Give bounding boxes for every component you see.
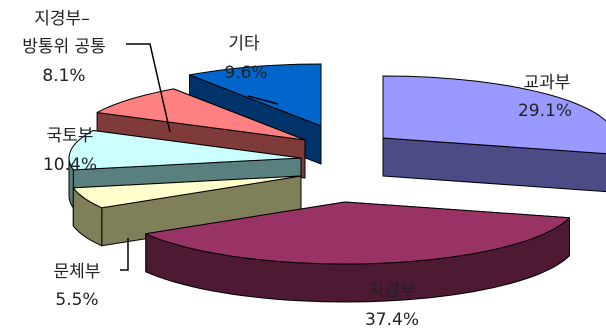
slice-gyogwabu xyxy=(382,75,606,155)
leader-line-jigyeongbu-bangtong xyxy=(126,43,171,133)
slice-gita xyxy=(189,63,322,127)
label-jigyeongbu-bangtong-line1: 지경부– xyxy=(34,9,89,29)
label-gyogwabu: 교과부 xyxy=(524,73,571,93)
value-jigyeongbu-bangtong: 8.1% xyxy=(42,66,85,86)
leader-line-gita xyxy=(247,95,279,105)
slice-labels: 교과부 29.1% 지경부 37.4% 문체부 5.5% 국토부 10.4% 지… xyxy=(22,9,572,330)
label-jigyeongbu-bangtong-line2: 방통위 공통 xyxy=(22,37,106,57)
label-munchebu: 문체부 xyxy=(54,262,101,282)
leader-lines xyxy=(120,43,279,271)
slice-gukthobu xyxy=(68,130,302,171)
label-jigyeongbu: 지경부 xyxy=(369,281,416,301)
slice-jigyeongbu xyxy=(145,201,570,265)
slice-jigyeongbu-bangtong xyxy=(96,88,306,141)
value-gyogwabu: 29.1% xyxy=(518,101,572,121)
value-jigyeongbu: 37.4% xyxy=(365,310,419,330)
pie-slices xyxy=(68,63,606,303)
label-gukthobu: 국토부 xyxy=(47,126,94,146)
value-gita: 9.6% xyxy=(224,63,267,83)
leader-line-munchebu xyxy=(120,238,129,271)
value-munchebu: 5.5% xyxy=(55,290,98,310)
label-gita: 기타 xyxy=(228,34,260,54)
slice-munchebu xyxy=(72,175,302,209)
value-gukthobu: 10.4% xyxy=(43,155,97,175)
